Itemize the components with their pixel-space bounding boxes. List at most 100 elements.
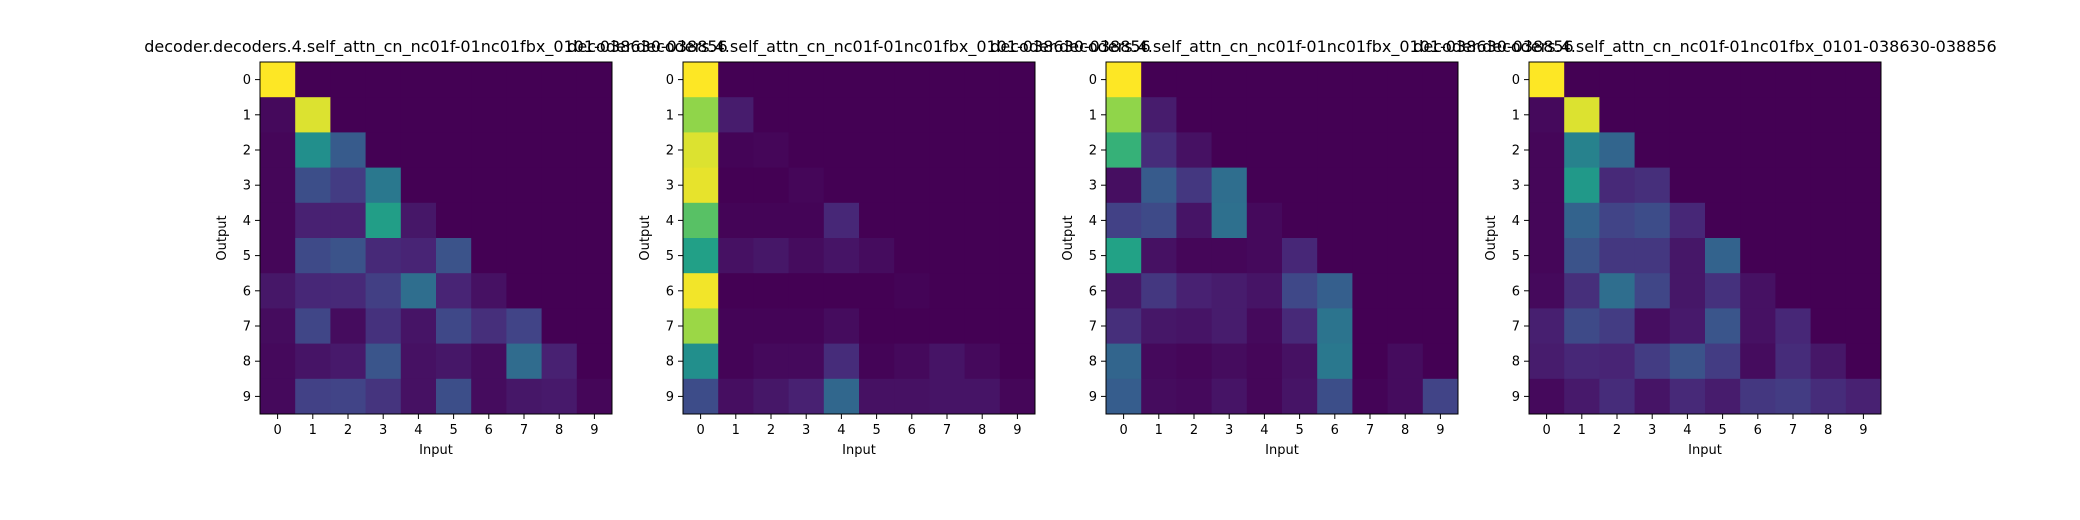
heatmap-cell-r5-c1 (1141, 238, 1177, 274)
heatmap-cell-r6-c1 (295, 273, 331, 309)
heatmap-cell-r6-c4 (823, 273, 860, 309)
heatmap-cell-r5-c6 (1317, 238, 1353, 274)
heatmap-cell-r0-c6 (1317, 62, 1353, 98)
heatmap-cell-r1-c7 (929, 97, 965, 133)
heatmap-cell-r3-c5 (1705, 167, 1741, 204)
heatmap-cell-r7-c8 (541, 308, 578, 344)
heatmap-cell-r7-c5 (859, 308, 895, 344)
heatmap-cell-r0-c7 (929, 62, 965, 98)
heatmap-cell-r3-c8 (1387, 167, 1424, 204)
heatmap-cell-r5-c3 (1211, 238, 1248, 274)
heatmap-cell-r1-c1 (295, 97, 331, 133)
y-tick-label: 2 (243, 144, 251, 159)
heatmap-cell-r6-c5 (436, 273, 472, 309)
heatmap-cell-r2-c7 (929, 132, 965, 168)
y-tick-label: 8 (243, 355, 251, 370)
heatmap-cell-r7-c7 (1775, 308, 1811, 344)
heatmap-cell-r0-c0 (260, 62, 296, 98)
heatmap-cell-r7-c4 (823, 308, 860, 344)
heatmap-cell-r9-c5 (436, 378, 472, 415)
heatmap-cell-r8-c9 (999, 343, 1036, 380)
heatmap-cell-r4-c6 (894, 202, 930, 239)
heatmap-cell-r1-c0 (1529, 97, 1565, 133)
heatmap-cell-r8-c5 (436, 343, 472, 380)
heatmap-cell-r7-c7 (506, 308, 542, 344)
heatmap-cell-r8-c0 (1106, 343, 1142, 380)
heatmap-cell-r9-c4 (1246, 378, 1283, 415)
heatmap-cell-r8-c1 (718, 343, 754, 380)
heatmap-cell-r4-c0 (683, 202, 719, 239)
heatmap-cell-r1-c3 (1634, 97, 1671, 133)
heatmap-cell-r5-c7 (1775, 238, 1811, 274)
heatmap-cell-r7-c2 (753, 308, 789, 344)
heatmap-cell-r5-c7 (506, 238, 542, 274)
heatmap-cell-r8-c4 (1669, 343, 1706, 380)
heatmap-cell-r5-c6 (471, 238, 507, 274)
heatmap-cell-r0-c8 (1387, 62, 1424, 98)
y-tick-label: 2 (1089, 144, 1097, 159)
heatmap-cell-r6-c5 (1282, 273, 1318, 309)
heatmap-cell-r2-c8 (1810, 132, 1847, 168)
heatmap-cell-r9-c6 (894, 378, 930, 415)
y-tick-label: 1 (1089, 108, 1097, 123)
heatmap-cell-r3-c9 (1422, 167, 1459, 204)
heatmap-cell-r5-c5 (436, 238, 472, 274)
heatmap-cell-r1-c6 (1740, 97, 1776, 133)
heatmap-cell-r4-c4 (823, 202, 860, 239)
y-tick-label: 5 (666, 249, 674, 264)
heatmap-cell-r6-c4 (1246, 273, 1283, 309)
heatmap-cell-r1-c6 (894, 97, 930, 133)
heatmap-cell-r9-c2 (1599, 378, 1635, 415)
heatmap-cell-r4-c3 (365, 202, 402, 239)
heatmap-cell-r2-c7 (1775, 132, 1811, 168)
heatmap-cell-r2-c3 (1211, 132, 1248, 168)
heatmap-cell-r7-c6 (471, 308, 507, 344)
heatmap-cell-r7-c7 (929, 308, 965, 344)
heatmap-cell-r1-c9 (576, 97, 613, 133)
y-tick-label: 7 (1089, 320, 1097, 335)
x-tick-label: 0 (273, 423, 281, 438)
heatmap-cell-r0-c1 (1141, 62, 1177, 98)
heatmap-cell-r4-c7 (1352, 202, 1388, 239)
heatmap-cell-r2-c5 (859, 132, 895, 168)
heatmap-cell-r5-c9 (999, 238, 1036, 274)
heatmap-cell-r2-c3 (1634, 132, 1671, 168)
x-tick-label: 5 (449, 423, 457, 438)
heatmap-cell-r2-c7 (1352, 132, 1388, 168)
heatmap-cell-r8-c4 (1246, 343, 1283, 380)
heatmap-cell-r5-c0 (1529, 238, 1565, 274)
heatmap-cell-r5-c2 (330, 238, 366, 274)
heatmap-cell-r9-c8 (541, 378, 578, 415)
heatmap-cell-r5-c1 (295, 238, 331, 274)
heatmap-cell-r5-c6 (1740, 238, 1776, 274)
y-tick-label: 4 (1512, 214, 1520, 229)
heatmap-cell-r2-c4 (400, 132, 437, 168)
heatmap-cell-r4-c2 (330, 202, 366, 239)
heatmap-cell-r4-c3 (788, 202, 825, 239)
heatmap-cell-r9-c7 (1352, 378, 1388, 415)
x-tick-label: 4 (1683, 423, 1691, 438)
y-tick-label: 6 (243, 284, 251, 299)
heatmap-cell-r9-c5 (1282, 378, 1318, 415)
heatmap-cell-r4-c5 (859, 202, 895, 239)
x-tick-label: 7 (1789, 423, 1797, 438)
heatmap-cell-r4-c0 (260, 202, 296, 239)
heatmap-cell-r3-c7 (1352, 167, 1388, 204)
heatmap-cell-r0-c0 (1106, 62, 1142, 98)
heatmap-cell-r7-c9 (1422, 308, 1459, 344)
y-tick-label: 3 (1512, 179, 1520, 194)
heatmap-cell-r7-c2 (330, 308, 366, 344)
heatmap-cell-r8-c6 (894, 343, 930, 380)
x-tick-label: 5 (1718, 423, 1726, 438)
heatmap-cell-r8-c3 (365, 343, 402, 380)
heatmap-cell-r3-c3 (1634, 167, 1671, 204)
x-tick-label: 6 (908, 423, 916, 438)
heatmap-cell-r5-c9 (1422, 238, 1459, 274)
heatmap-cell-r9-c4 (400, 378, 437, 415)
heatmap-cell-r9-c3 (365, 378, 402, 415)
heatmap-cell-r4-c6 (1317, 202, 1353, 239)
heatmap-cell-r7-c8 (964, 308, 1001, 344)
heatmap-cell-r5-c6 (894, 238, 930, 274)
heatmap-cell-r6-c2 (1599, 273, 1635, 309)
heatmap-cell-r5-c0 (1106, 238, 1142, 274)
